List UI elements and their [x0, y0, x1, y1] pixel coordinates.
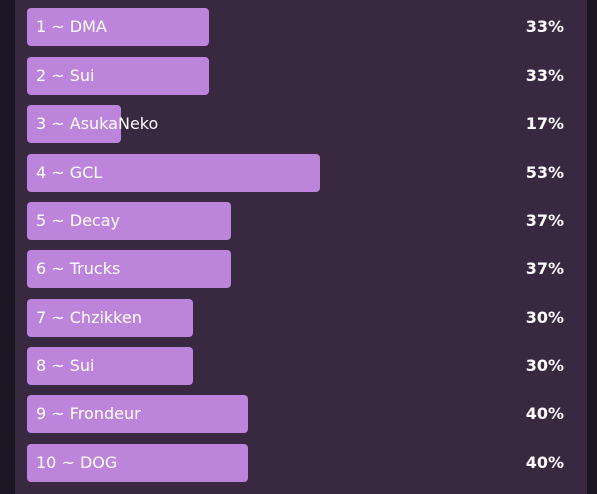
poll-option-label: 1 ~ DMA: [36, 17, 107, 36]
poll-option-label: 10 ~ DOG: [36, 453, 118, 472]
poll-option-label: 4 ~ GCL: [36, 163, 103, 182]
poll-option-bar: [27, 444, 248, 482]
poll-option[interactable]: 8 ~ Sui 30%: [27, 347, 579, 385]
poll-option-percent: 37%: [525, 211, 564, 230]
poll-option[interactable]: 9 ~ Frondeur 40%: [27, 395, 579, 433]
poll-results-panel: 1 ~ DMA 33% 2 ~ Sui 33% 3 ~ AsukaNeko 17…: [15, 0, 587, 494]
poll-option-percent: 37%: [525, 259, 564, 278]
poll-option-bar: [27, 347, 193, 385]
poll-option-bar: [27, 57, 209, 95]
poll-option[interactable]: 10 ~ DOG 40%: [27, 444, 579, 482]
poll-option-bar: [27, 299, 193, 337]
poll-option-bar: [27, 250, 231, 288]
poll-option[interactable]: 1 ~ DMA 33%: [27, 8, 579, 46]
poll-option-percent: 30%: [525, 308, 564, 327]
poll-option-percent: 33%: [525, 66, 564, 85]
poll-option-label: 3 ~ AsukaNeko: [36, 114, 159, 133]
poll-option-label: 7 ~ Chzikken: [36, 308, 142, 327]
poll-option[interactable]: 3 ~ AsukaNeko 17%: [27, 105, 579, 143]
poll-option-bar: [27, 202, 231, 240]
poll-option-label: 6 ~ Trucks: [36, 259, 121, 278]
poll-option-bar: [27, 154, 320, 192]
poll-option-bar: [27, 8, 209, 46]
poll-option-label: 2 ~ Sui: [36, 66, 95, 85]
poll-option[interactable]: 7 ~ Chzikken 30%: [27, 299, 579, 337]
poll-option[interactable]: 6 ~ Trucks 37%: [27, 250, 579, 288]
poll-option-percent: 40%: [525, 404, 564, 423]
poll-option-percent: 33%: [525, 17, 564, 36]
poll-option[interactable]: 2 ~ Sui 33%: [27, 57, 579, 95]
poll-option-label: 8 ~ Sui: [36, 356, 95, 375]
poll-option[interactable]: 5 ~ Decay 37%: [27, 202, 579, 240]
poll-option-bar: [27, 105, 121, 143]
poll-option-bar: [27, 395, 248, 433]
poll-option[interactable]: 4 ~ GCL 53%: [27, 154, 579, 192]
poll-option-percent: 40%: [525, 453, 564, 472]
poll-option-percent: 17%: [525, 114, 564, 133]
poll-option-percent: 30%: [525, 356, 564, 375]
poll-option-label: 9 ~ Frondeur: [36, 404, 141, 423]
poll-option-label: 5 ~ Decay: [36, 211, 120, 230]
poll-option-percent: 53%: [525, 163, 564, 182]
